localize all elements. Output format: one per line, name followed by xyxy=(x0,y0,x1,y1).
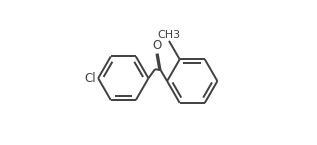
Text: Cl: Cl xyxy=(85,72,96,85)
Text: O: O xyxy=(152,39,162,52)
Text: CH3: CH3 xyxy=(158,30,181,40)
